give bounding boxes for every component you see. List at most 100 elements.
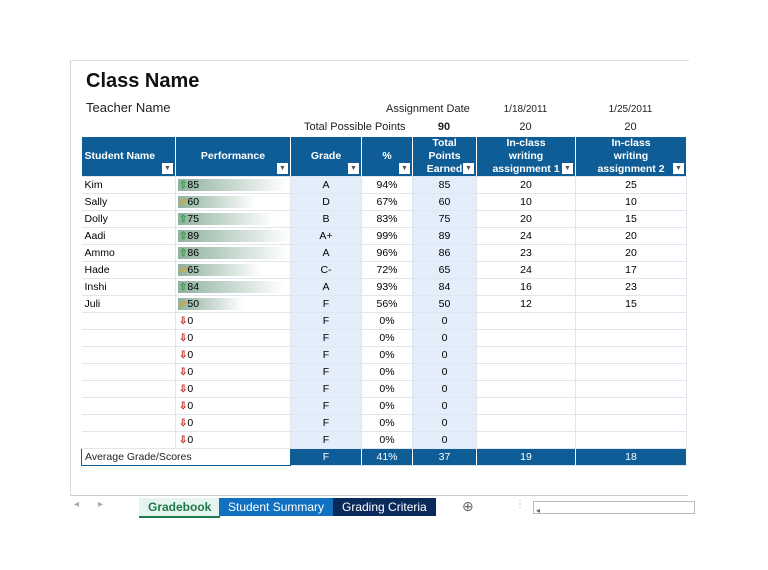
total-points[interactable]: 0 <box>412 431 477 449</box>
grade[interactable]: A+ <box>290 227 362 245</box>
student-name[interactable]: Hade <box>81 261 176 279</box>
assignment-1-score[interactable] <box>476 414 576 432</box>
tab-grading-criteria[interactable]: Grading Criteria <box>333 498 436 516</box>
assignment-2-score[interactable]: 20 <box>575 227 687 245</box>
assignment-1-score[interactable]: 12 <box>476 295 576 313</box>
assignment-2-score[interactable]: 17 <box>575 261 687 279</box>
grade[interactable]: F <box>290 346 362 364</box>
percent[interactable]: 0% <box>361 346 413 364</box>
assignment-1-score[interactable] <box>476 363 576 381</box>
grade[interactable]: F <box>290 380 362 398</box>
total-points[interactable]: 60 <box>412 193 477 211</box>
assignment-1-score[interactable]: 24 <box>476 227 576 245</box>
assignment-2-score[interactable]: 10 <box>575 193 687 211</box>
assignment-2-score[interactable]: 25 <box>575 176 687 194</box>
average-grade[interactable]: F <box>290 448 362 466</box>
prev-sheet-icon[interactable]: ◂ <box>74 499 80 510</box>
assignment-2-score[interactable]: 20 <box>575 244 687 262</box>
assignment-2-score[interactable]: 15 <box>575 210 687 228</box>
average-assignment-2[interactable]: 18 <box>575 448 687 466</box>
student-name[interactable]: Sally <box>81 193 176 211</box>
assignment-2-score[interactable] <box>575 414 687 432</box>
filter-dropdown-icon[interactable]: ▼ <box>348 163 359 174</box>
average-total[interactable]: 37 <box>412 448 477 466</box>
student-name[interactable] <box>81 414 176 432</box>
total-points[interactable]: 65 <box>412 261 477 279</box>
assignment-1-score[interactable] <box>476 431 576 449</box>
grade[interactable]: A <box>290 244 362 262</box>
tab-student-summary[interactable]: Student Summary <box>219 498 334 516</box>
assignment-1-score[interactable] <box>476 397 576 415</box>
average-percent[interactable]: 41% <box>361 448 413 466</box>
percent[interactable]: 96% <box>361 244 413 262</box>
performance-cell[interactable]: ⇩0 <box>175 329 291 347</box>
average-label[interactable]: Average Grade/Scores <box>81 448 291 466</box>
percent[interactable]: 94% <box>361 176 413 194</box>
total-points[interactable]: 50 <box>412 295 477 313</box>
splitter-handle[interactable]: ⋮ <box>515 499 525 510</box>
grade[interactable]: F <box>290 329 362 347</box>
assignment-1-score[interactable]: 24 <box>476 261 576 279</box>
performance-cell[interactable]: ⇗60 <box>175 193 291 211</box>
total-points[interactable]: 0 <box>412 397 477 415</box>
student-name[interactable] <box>81 346 176 364</box>
filter-dropdown-icon[interactable]: ▼ <box>673 163 684 174</box>
performance-cell[interactable]: ⇧75 <box>175 210 291 228</box>
total-points[interactable]: 0 <box>412 312 477 330</box>
filter-dropdown-icon[interactable]: ▼ <box>463 163 474 174</box>
performance-cell[interactable]: ⇩0 <box>175 414 291 432</box>
filter-dropdown-icon[interactable]: ▼ <box>399 163 410 174</box>
total-points[interactable]: 75 <box>412 210 477 228</box>
assignment-2-score[interactable] <box>575 329 687 347</box>
filter-dropdown-icon[interactable]: ▼ <box>562 163 573 174</box>
percent[interactable]: 67% <box>361 193 413 211</box>
percent[interactable]: 99% <box>361 227 413 245</box>
grade[interactable]: F <box>290 363 362 381</box>
add-sheet-icon[interactable]: ⊕ <box>462 498 474 514</box>
assignment-1-score[interactable] <box>476 312 576 330</box>
assignment-1-score[interactable]: 16 <box>476 278 576 296</box>
total-points[interactable]: 0 <box>412 363 477 381</box>
total-points[interactable]: 0 <box>412 346 477 364</box>
grade[interactable]: F <box>290 295 362 313</box>
student-name[interactable] <box>81 363 176 381</box>
assignment-1-score[interactable] <box>476 380 576 398</box>
assignment-1-score[interactable] <box>476 329 576 347</box>
percent[interactable]: 93% <box>361 278 413 296</box>
assignment-2-score[interactable] <box>575 380 687 398</box>
performance-cell[interactable]: ⇧89 <box>175 227 291 245</box>
student-name[interactable]: Aadi <box>81 227 176 245</box>
grade[interactable]: C- <box>290 261 362 279</box>
filter-dropdown-icon[interactable]: ▼ <box>277 163 288 174</box>
performance-cell[interactable]: ⇩0 <box>175 346 291 364</box>
percent[interactable]: 56% <box>361 295 413 313</box>
student-name[interactable] <box>81 431 176 449</box>
student-name[interactable] <box>81 397 176 415</box>
assignment-2-score[interactable] <box>575 363 687 381</box>
student-name[interactable]: Kim <box>81 176 176 194</box>
assignment-2-score[interactable] <box>575 431 687 449</box>
student-name[interactable]: Ammo <box>81 244 176 262</box>
percent[interactable]: 83% <box>361 210 413 228</box>
student-name[interactable] <box>81 312 176 330</box>
percent[interactable]: 0% <box>361 380 413 398</box>
horizontal-scrollbar[interactable]: ◂ <box>533 501 695 515</box>
student-name[interactable] <box>81 329 176 347</box>
total-points[interactable]: 0 <box>412 414 477 432</box>
performance-cell[interactable]: ⇩0 <box>175 312 291 330</box>
percent[interactable]: 0% <box>361 414 413 432</box>
assignment-2-score[interactable] <box>575 397 687 415</box>
assignment-2-score[interactable] <box>575 312 687 330</box>
student-name[interactable]: Juli <box>81 295 176 313</box>
performance-cell[interactable]: ⇧86 <box>175 244 291 262</box>
assignment-2-score[interactable]: 23 <box>575 278 687 296</box>
assignment-1-score[interactable] <box>476 346 576 364</box>
grade[interactable]: F <box>290 397 362 415</box>
performance-cell[interactable]: ⇩0 <box>175 397 291 415</box>
performance-cell[interactable]: ⇗65 <box>175 261 291 279</box>
average-assignment-1[interactable]: 19 <box>476 448 576 466</box>
student-name[interactable] <box>81 380 176 398</box>
total-points[interactable]: 84 <box>412 278 477 296</box>
percent[interactable]: 0% <box>361 312 413 330</box>
percent[interactable]: 72% <box>361 261 413 279</box>
